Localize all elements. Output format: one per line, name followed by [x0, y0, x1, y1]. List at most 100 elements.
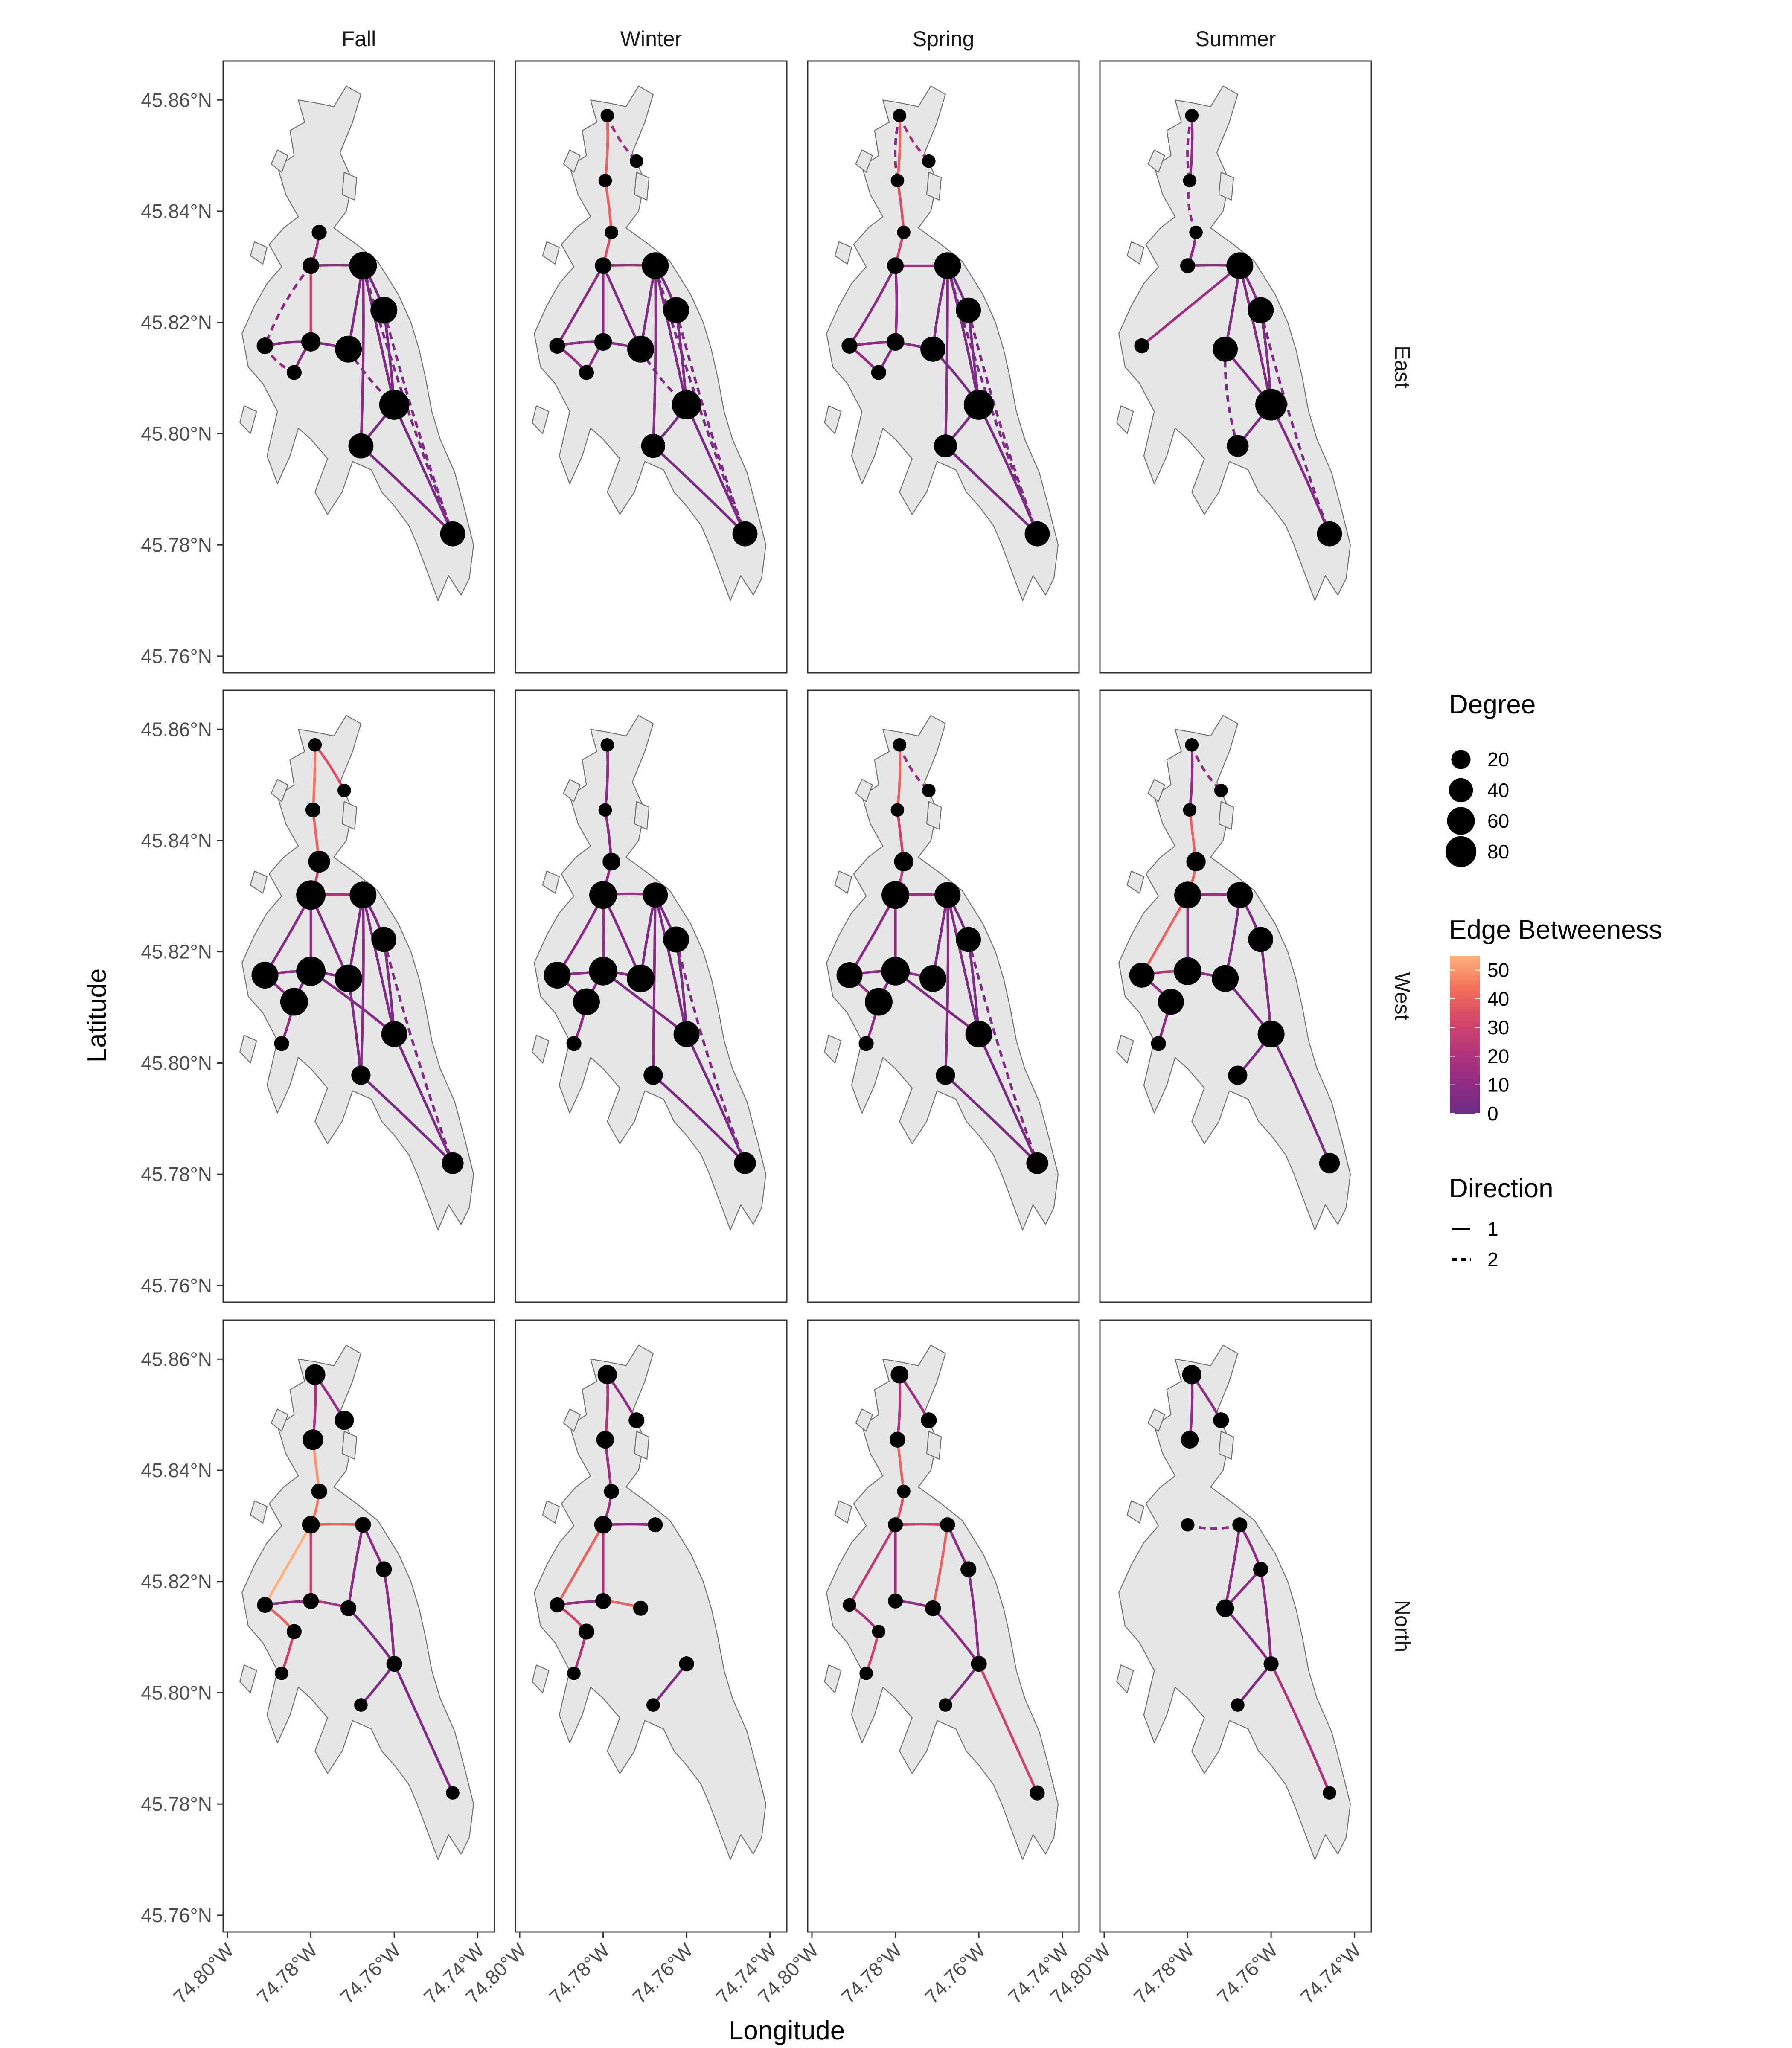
node-N13 [965, 1021, 992, 1048]
node-N14 [351, 1065, 371, 1085]
edge-N6-N13-dir1 [946, 893, 980, 1036]
betweenness-legend: 50 40 30 20 10 0 [1450, 959, 1509, 1125]
node-N1 [600, 738, 614, 752]
node-layer [251, 738, 464, 1174]
panel-fall-east [222, 60, 495, 674]
node-N12 [274, 1036, 289, 1051]
node-N9 [594, 333, 612, 351]
direction-1-label: 1 [1487, 1218, 1498, 1240]
betweenness-legend-label: 30 [1487, 1016, 1509, 1039]
node-N3 [598, 174, 612, 188]
node-N10 [925, 1600, 941, 1616]
degree-legend-label: 60 [1487, 810, 1509, 832]
node-N5 [1174, 881, 1201, 909]
node-N13 [971, 1656, 987, 1672]
edge-N1-N3-dir1 [1188, 114, 1194, 182]
x-tick-label: 74.76°W [920, 1939, 989, 2008]
node-N9 [296, 956, 326, 986]
x-tick-label: 74.78°W [837, 1939, 906, 2008]
y-tick-label: 45.82°N [141, 941, 212, 963]
y-tick-label: 45.84°N [141, 1459, 212, 1481]
node-N3 [890, 174, 905, 188]
islet [1116, 1664, 1134, 1693]
x-axis-title: Longitude [729, 2016, 845, 2045]
node-N1 [893, 108, 907, 122]
node-layer [1181, 1365, 1336, 1800]
node-N4 [1186, 852, 1206, 872]
node-N4 [605, 225, 618, 239]
islet [563, 1408, 581, 1432]
y-tick-label: 45.86°N [141, 1348, 212, 1370]
longitude-axis: 74.80°W 74.78°W 74.76°W 74.74°W74.80°W 74.78… [169, 1932, 1365, 2008]
node-N14 [939, 1698, 952, 1712]
direction-legend-title: Direction [1449, 1174, 1553, 1203]
node-N5 [888, 1517, 903, 1533]
islet [563, 779, 581, 802]
betweenness-legend-label: 40 [1487, 988, 1509, 1010]
node-N12 [275, 1667, 288, 1680]
node-N10 [627, 964, 655, 992]
node-N12 [567, 1667, 581, 1680]
node-N10 [920, 336, 946, 362]
betweenness-legend-label: 20 [1487, 1045, 1509, 1067]
node-N10 [627, 335, 655, 363]
node-N11 [280, 988, 308, 1016]
edge-N13-N15-dir1 [977, 403, 1039, 535]
node-N3 [1183, 174, 1197, 188]
islet [341, 172, 358, 201]
islet [855, 1408, 873, 1432]
node-layer [257, 1364, 460, 1800]
node-N13 [1255, 389, 1287, 421]
node-N15 [440, 521, 465, 547]
edge-N6-N14-dir1 [359, 893, 365, 1077]
node-layer [549, 108, 758, 547]
node-N2 [922, 783, 936, 797]
node-N7 [371, 927, 397, 952]
node-N1 [308, 738, 322, 752]
node-N15 [1024, 521, 1050, 547]
panel-summer-east [1099, 60, 1372, 674]
node-N7 [960, 1561, 977, 1577]
y-tick-label: 45.78°N [141, 534, 212, 556]
node-N13 [673, 1021, 700, 1047]
islet [271, 1408, 288, 1432]
edge-N5-N8-dir2 [264, 265, 312, 346]
node-N11 [579, 365, 594, 380]
node-N10 [1212, 965, 1239, 992]
edge-N6-N13-dir1 [654, 893, 688, 1036]
node-N14 [641, 433, 666, 458]
y-tick-label: 45.76°N [141, 645, 212, 667]
islet [634, 1431, 650, 1460]
node-N6 [1232, 1517, 1248, 1533]
node-N8 [550, 1597, 565, 1613]
y-tick-label: 45.76°N [141, 1274, 212, 1297]
node-N1 [597, 1365, 617, 1385]
node-N2 [921, 1412, 937, 1428]
node-N15 [734, 1152, 756, 1174]
node-N9 [1174, 957, 1202, 985]
degree-legend-label: 20 [1487, 748, 1509, 771]
islet [1126, 1500, 1144, 1524]
edge-N6-N14-dir1 [359, 264, 365, 448]
edge-N6-N10-dir1 [1224, 1523, 1241, 1610]
node-N14 [354, 1698, 368, 1712]
node-N13 [1263, 1656, 1279, 1672]
islet [341, 801, 358, 830]
y-tick-label: 45.80°N [141, 1681, 212, 1704]
islet [634, 801, 650, 830]
node-N7 [956, 927, 981, 952]
edge-N6-N14-dir1 [944, 893, 949, 1077]
edge-N6-N14-dir1 [652, 893, 657, 1077]
node-N5 [881, 881, 910, 909]
betweenness-legend-title: Edge Betweeness [1449, 915, 1662, 945]
node-N14 [646, 1698, 660, 1712]
islet [855, 149, 873, 173]
node-N1 [305, 1364, 326, 1385]
edge-N1-N3-dir2 [1186, 115, 1193, 181]
y-tick-label: 45.82°N [141, 1571, 212, 1593]
node-N15 [1317, 521, 1342, 547]
islet [542, 241, 560, 265]
edge-N5-N8-dir1 [556, 1523, 605, 1606]
edge-N6-N10-dir1 [931, 1523, 949, 1610]
